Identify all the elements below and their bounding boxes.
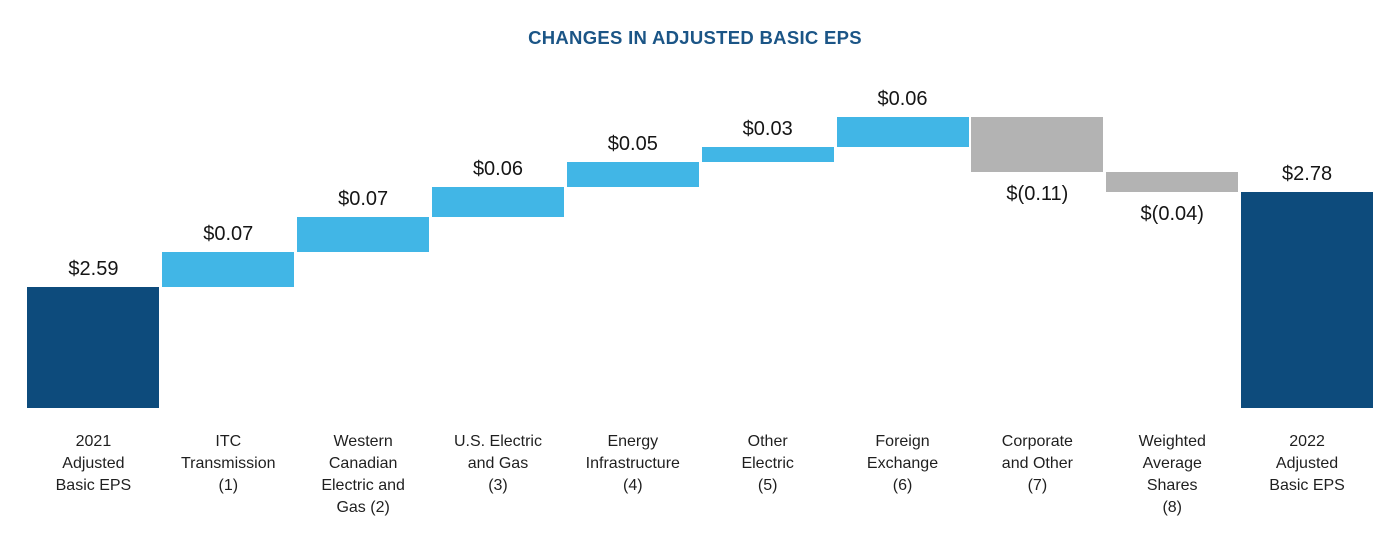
value-label-2021-adjusted-basic-eps: $2.59 — [68, 258, 119, 280]
category-label-2022-adjusted-basic-eps: 2022 Adjusted Basic EPS — [1269, 433, 1345, 494]
category-label-other-electric: Other Electric (5) — [741, 433, 794, 494]
chart-title: CHANGES IN ADJUSTED BASIC EPS — [528, 27, 862, 48]
category-label-corporate-and-other: Corporate and Other (7) — [1001, 433, 1073, 494]
category-label-2021-adjusted-basic-eps: 2021 Adjusted Basic EPS — [55, 433, 132, 494]
value-label-foreign-exchange: $0.06 — [877, 88, 928, 110]
category-label-weighted-average-shares: Weighted Average Shares (8) — [1138, 433, 1206, 516]
category-label-western-canadian: Western Canadian Electric and Gas (2) — [321, 433, 405, 516]
value-label-energy-infrastructure: $0.05 — [607, 133, 658, 155]
bar-2022-adjusted-basic-eps — [1241, 192, 1374, 408]
value-label-weighted-average-shares: $(0.04) — [1140, 203, 1204, 225]
category-label-energy-infrastructure: Energy Infrastructure (4) — [585, 433, 680, 494]
bar-itc-transmission — [162, 252, 295, 287]
bar-us-electric-and-gas — [431, 187, 564, 217]
bar-foreign-exchange — [836, 117, 969, 147]
value-label-corporate-and-other: $(0.11) — [1006, 183, 1069, 205]
bar-weighted-average-shares — [1106, 172, 1239, 192]
bar-2021-adjusted-basic-eps — [27, 287, 160, 408]
value-label-2022-adjusted-basic-eps: $2.78 — [1282, 163, 1333, 185]
bar-other-electric — [701, 147, 834, 162]
bar-corporate-and-other — [971, 117, 1104, 172]
category-label-us-electric-and-gas: U.S. Electric and Gas (3) — [453, 433, 542, 494]
value-label-itc-transmission: $0.07 — [203, 223, 254, 245]
value-label-other-electric: $0.03 — [742, 118, 793, 140]
bar-western-canadian — [297, 217, 430, 252]
category-label-itc-transmission: ITC Transmission (1) — [180, 433, 276, 494]
value-label-western-canadian: $0.07 — [338, 188, 389, 210]
category-label-foreign-exchange: Foreign Exchange (6) — [866, 433, 939, 494]
value-label-us-electric-and-gas: $0.06 — [472, 158, 523, 180]
bar-energy-infrastructure — [566, 162, 699, 187]
